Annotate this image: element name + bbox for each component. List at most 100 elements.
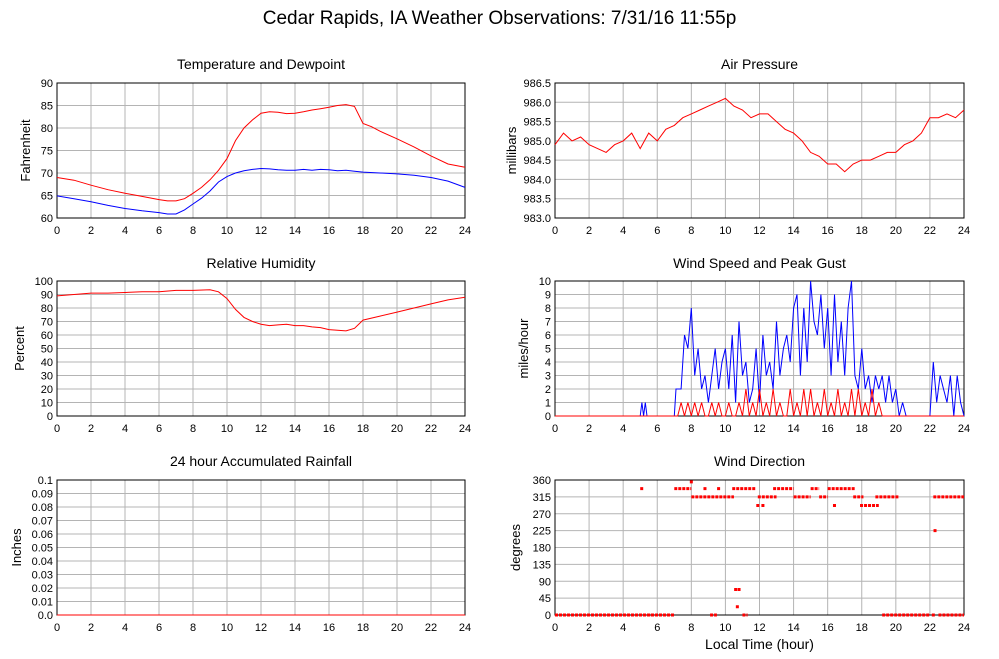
- x-tick-label: 14: [289, 423, 301, 435]
- series-line-0: [56, 104, 466, 202]
- chart-title: Air Pressure: [721, 56, 798, 72]
- y-tick-label: 3: [545, 371, 551, 383]
- x-tick-label: 8: [190, 622, 196, 634]
- x-tick-label: 16: [822, 225, 834, 237]
- x-tick-label: 0: [54, 423, 60, 435]
- y-tick-label: 10: [41, 398, 53, 410]
- y-tick-label: 0.04: [32, 556, 53, 568]
- y-tick-label: 7: [545, 317, 551, 329]
- x-tick-label: 2: [586, 423, 592, 435]
- y-tick-label: 100: [35, 276, 53, 288]
- x-tick-label: 8: [190, 423, 196, 435]
- direction-point: [931, 613, 935, 617]
- page-title: Cedar Rapids, IA Weather Observations: 7…: [262, 8, 737, 29]
- x-tick-label: 14: [289, 622, 301, 634]
- series-line-0: [555, 280, 965, 417]
- y-tick-label: 40: [41, 357, 53, 369]
- plot-frame: [554, 82, 965, 219]
- chart-temp: 0 2 4 6 8 10 12 14 16 18 20 22 2460657075808590Tempe…: [18, 56, 471, 237]
- y-tick-label: 60: [41, 213, 53, 225]
- y-tick-label: 90: [41, 290, 53, 302]
- x-tick-label: 18: [856, 423, 868, 435]
- y-tick-label: 0: [47, 411, 53, 423]
- x-tick-label: 2: [88, 423, 94, 435]
- y-tick-label: 180: [533, 543, 551, 555]
- x-tick-label: 14: [787, 622, 799, 634]
- chart-pressure: 0 2 4 6 8 10 12 14 16 18 20 22 24983.0983.5984.0984.…: [504, 56, 970, 237]
- x-tick-label: 14: [787, 423, 799, 435]
- x-tick-label: 4: [620, 225, 626, 237]
- x-tick-label: 0: [552, 225, 558, 237]
- x-tick-label: 20: [890, 423, 902, 435]
- x-tick-label: 12: [753, 225, 765, 237]
- series-line-0: [554, 97, 965, 173]
- x-tick-label: 4: [122, 225, 128, 237]
- x-tick-label: 2: [586, 225, 592, 237]
- x-tick-label: 22: [924, 622, 936, 634]
- x-tick-label: 14: [289, 225, 301, 237]
- x-tick-label: 8: [688, 225, 694, 237]
- x-tick-label: 6: [654, 622, 660, 634]
- y-tick-label: 986.0: [523, 97, 551, 109]
- x-tick-label: 14: [787, 225, 799, 237]
- x-tick-label: 2: [586, 622, 592, 634]
- x-tick-label: 10: [719, 225, 731, 237]
- x-tick-label: 12: [255, 225, 267, 237]
- y-axis-label: Percent: [12, 326, 27, 371]
- y-axis-label: miles/hour: [516, 318, 531, 379]
- x-tick-label: 20: [391, 225, 403, 237]
- plot-frame: [554, 479, 965, 616]
- y-tick-label: 0.0: [38, 610, 53, 622]
- x-tick-label: 0: [54, 622, 60, 634]
- y-tick-label: 90: [41, 78, 53, 90]
- y-tick-label: 20: [41, 384, 53, 396]
- x-tick-label: 24: [459, 622, 471, 634]
- direction-point: [756, 504, 760, 507]
- x-tick-label: 0: [54, 225, 60, 237]
- x-tick-label: 20: [391, 423, 403, 435]
- x-tick-label: 20: [890, 622, 902, 634]
- y-tick-label: 0: [545, 610, 551, 622]
- direction-point: [933, 529, 937, 533]
- x-tick-label: 10: [719, 423, 731, 435]
- x-tick-label: 10: [221, 423, 233, 435]
- plot-frame: [554, 280, 965, 417]
- y-tick-label: 984.5: [523, 155, 551, 167]
- x-tick-label: 22: [425, 423, 437, 435]
- chart-title: Wind Direction: [714, 453, 805, 469]
- x-tick-label: 16: [323, 622, 335, 634]
- x-tick-label: 22: [924, 225, 936, 237]
- x-tick-label: 16: [323, 423, 335, 435]
- y-axis-label: Fahrenheit: [18, 119, 33, 182]
- y-tick-label: 0.1: [38, 475, 53, 487]
- y-tick-label: 0: [545, 411, 551, 423]
- y-tick-label: 0.02: [32, 583, 53, 595]
- y-axis-label: Inches: [9, 528, 24, 567]
- x-tick-label: 6: [156, 225, 162, 237]
- y-tick-label: 1: [545, 398, 551, 410]
- y-tick-label: 60: [41, 330, 53, 342]
- x-tick-label: 10: [719, 622, 731, 634]
- y-tick-label: 986.5: [523, 78, 551, 90]
- x-tick-label: 18: [856, 622, 868, 634]
- direction-point: [717, 487, 721, 491]
- x-tick-label: 6: [156, 423, 162, 435]
- direction-point: [761, 504, 765, 507]
- plot-frame: [56, 82, 466, 219]
- y-axis-label: millibars: [504, 126, 519, 174]
- x-tick-label: 6: [654, 225, 660, 237]
- x-tick-label: 0: [552, 423, 558, 435]
- y-tick-label: 135: [533, 559, 551, 571]
- x-tick-label: 12: [753, 622, 765, 634]
- x-axis-label: Local Time (hour): [705, 636, 814, 652]
- series-line-0: [56, 289, 466, 332]
- x-tick-label: 22: [924, 423, 936, 435]
- x-tick-label: 24: [958, 622, 970, 634]
- y-tick-label: 65: [41, 191, 53, 203]
- direction-point: [735, 605, 739, 609]
- chart-title: Wind Speed and Peak Gust: [673, 255, 846, 271]
- y-tick-label: 9: [545, 290, 551, 302]
- y-tick-label: 0.05: [32, 543, 53, 555]
